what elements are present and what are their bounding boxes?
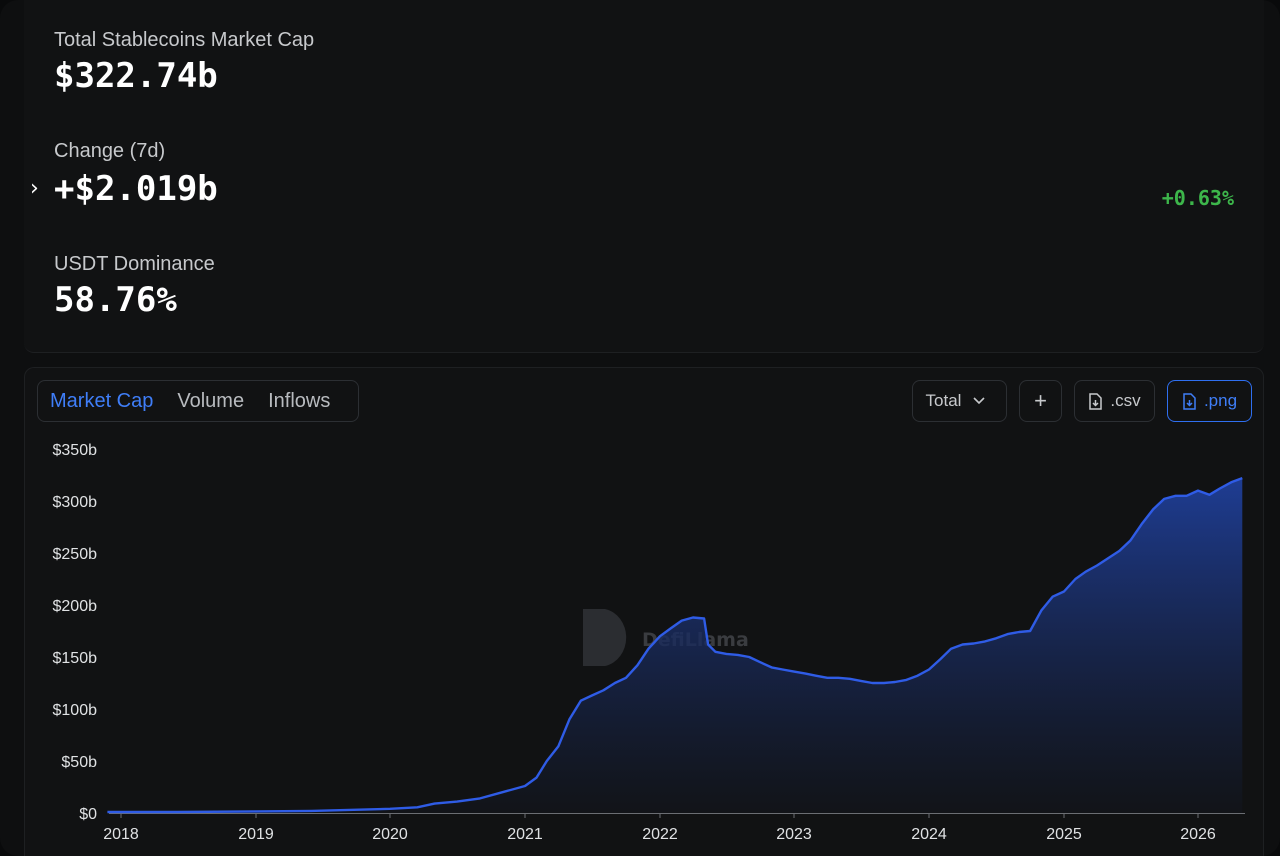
x-tick-label: 2022 — [642, 826, 678, 843]
download-csv-button[interactable]: .csv — [1074, 380, 1155, 422]
x-tick-label: 2018 — [103, 826, 139, 843]
file-download-icon — [1183, 392, 1196, 410]
y-tick-label: $50b — [61, 754, 97, 771]
x-tick-label: 2024 — [911, 826, 947, 843]
change-percent: +0.63% — [1161, 186, 1234, 210]
x-tick-label: 2020 — [372, 826, 408, 843]
market-cap-line — [107, 476, 1243, 814]
download-png-button[interactable]: .png — [1167, 380, 1252, 422]
market-cap-area — [107, 478, 1243, 813]
png-label: .png — [1203, 391, 1238, 410]
file-download-icon — [1089, 392, 1103, 410]
chevron-right-icon[interactable]: › — [30, 176, 39, 201]
defillama-logo-icon — [583, 609, 627, 666]
total-dropdown-label: Total — [925, 391, 962, 410]
chart-tabs: Market Cap Volume Inflows — [37, 380, 359, 422]
change-label: Change (7d) — [54, 140, 166, 162]
y-tick-label: $100b — [53, 702, 98, 719]
y-tick-label: $350b — [53, 442, 98, 459]
stats-panel: Total Stablecoins Market Cap $322.74b Ch… — [24, 0, 1264, 353]
x-tick-label: 2025 — [1046, 826, 1082, 843]
change-value: +$2.019b — [54, 169, 218, 209]
market-cap-value: $322.74b — [54, 56, 218, 96]
y-axis: $0 $50b $100b $150b $200b $250b $300b $350b — [53, 442, 98, 823]
x-axis: 2018 2019 2020 2021 2022 2023 2024 2025 2026 — [103, 813, 1245, 843]
csv-label: .csv — [1110, 391, 1141, 410]
add-series-button[interactable]: + — [1019, 380, 1062, 422]
y-tick-label: $150b — [53, 650, 98, 667]
y-tick-label: $300b — [53, 494, 98, 511]
plus-icon: + — [1034, 388, 1047, 413]
y-tick-label: $250b — [53, 546, 98, 563]
x-tick-label: 2021 — [507, 826, 543, 843]
tab-inflows[interactable]: Inflows — [268, 389, 331, 412]
y-tick-label: $200b — [53, 598, 98, 615]
x-tick-label: 2026 — [1180, 826, 1216, 843]
y-tick-label: $0 — [79, 806, 97, 823]
market-cap-label: Total Stablecoins Market Cap — [54, 29, 315, 51]
tab-market-cap[interactable]: Market Cap — [50, 389, 154, 412]
chevron-down-icon — [973, 397, 986, 405]
x-tick-label: 2019 — [238, 826, 274, 843]
dominance-value: 58.76% — [54, 280, 177, 320]
dominance-label: USDT Dominance — [54, 253, 215, 275]
total-dropdown[interactable]: Total — [912, 380, 1007, 422]
x-tick-label: 2023 — [776, 826, 812, 843]
tab-volume[interactable]: Volume — [177, 389, 245, 412]
